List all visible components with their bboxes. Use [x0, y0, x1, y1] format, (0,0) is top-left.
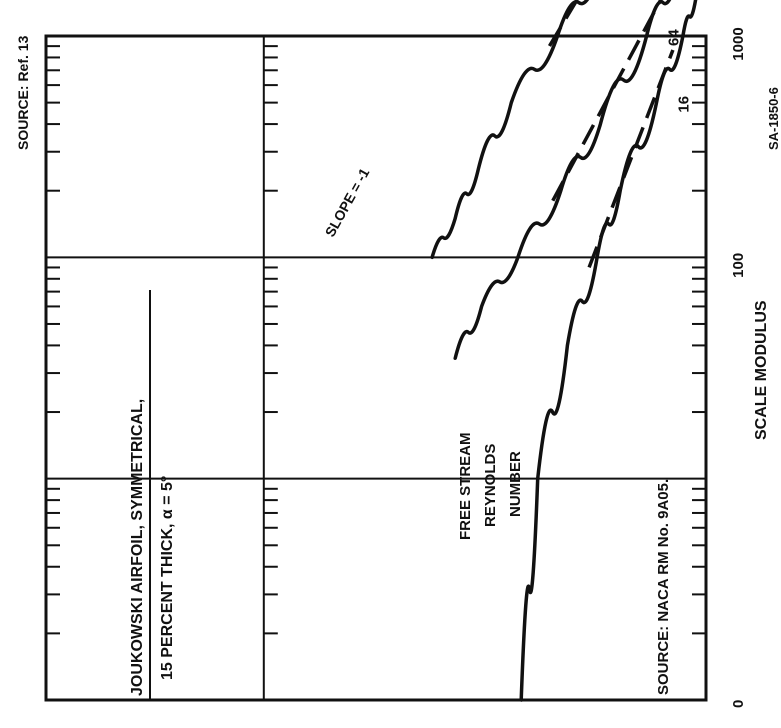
source-top: SOURCE: Ref. 13: [15, 35, 31, 150]
x-tick-label: 100: [730, 253, 747, 278]
slope-label: SLOPE = -1: [322, 165, 373, 239]
chart-title: JOUKOWSKI AIRFOIL, SYMMETRICAL,: [129, 399, 146, 696]
figure-id: SA-1850-6: [766, 87, 781, 150]
labels: JOUKOWSKI AIRFOIL, SYMMETRICAL, 15 PERCE…: [15, 27, 781, 708]
curves: [430, 0, 698, 702]
x-tick-label: 0: [730, 700, 747, 708]
x-tick-label: 1000: [730, 27, 747, 60]
source-bottom: SOURCE: NACA RM No. 9A05.: [655, 479, 672, 695]
minor-ticks: [46, 45, 706, 635]
series-curve: [453, 0, 672, 360]
asymptote-dashed: [587, 49, 675, 268]
x-axis-label: SCALE MODULUS: [753, 300, 770, 440]
plot-frame: [44, 34, 708, 702]
series-curve: [430, 0, 590, 260]
reynolds-title-line1: FREE STREAM: [457, 432, 474, 540]
reynolds-title-line2: REYNOLDS: [482, 444, 499, 527]
asymptote-dashed: [547, 0, 579, 47]
chart-subtitle: 15 PERCENT THICK, α = 5°: [159, 476, 176, 680]
series-label: 64: [666, 29, 683, 46]
series-label: 16: [676, 96, 693, 113]
asymptote-dashed: [551, 0, 663, 202]
reynolds-title-line3: NUMBER: [507, 451, 524, 517]
